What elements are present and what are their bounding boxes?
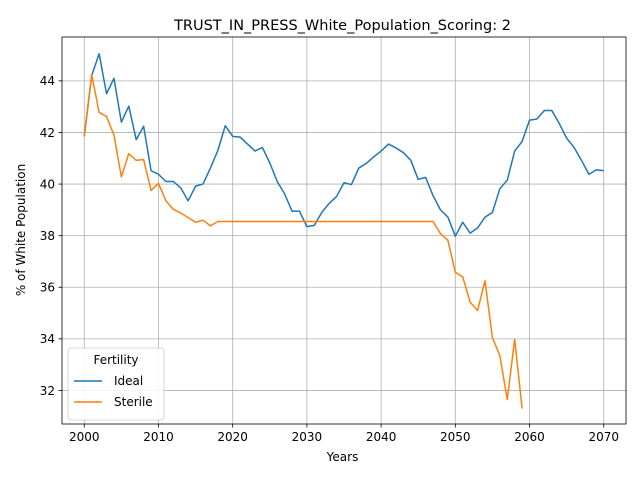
y-tick-label: 44 — [40, 74, 55, 88]
series-lines — [83, 53, 604, 409]
x-tick-label: 2020 — [217, 430, 248, 444]
y-tick-label: 34 — [40, 332, 55, 346]
x-tick-label: 2070 — [588, 430, 619, 444]
x-axis-label: Years — [326, 450, 359, 464]
y-tick-label: 32 — [40, 384, 55, 398]
series-line-ideal — [83, 53, 604, 237]
y-tick-label: 42 — [40, 126, 55, 140]
chart-title: TRUST_IN_PRESS_White_Population_Scoring:… — [173, 18, 511, 34]
y-tick-label: 36 — [40, 281, 55, 295]
legend: Fertility Ideal Sterile — [67, 347, 165, 421]
legend-title: Fertility — [93, 353, 138, 367]
legend-label-ideal: Ideal — [114, 374, 143, 388]
y-tick-label: 40 — [40, 177, 55, 191]
x-tick-label: 2030 — [292, 430, 323, 444]
x-tick-label: 2060 — [514, 430, 545, 444]
legend-label-sterile: Sterile — [114, 395, 153, 409]
x-tick-label: 2040 — [366, 430, 397, 444]
x-tick-label: 2010 — [143, 430, 174, 444]
plot-frame — [61, 36, 627, 425]
x-tick-label: 2000 — [69, 430, 100, 444]
x-tick-label: 2050 — [440, 430, 471, 444]
x-axis-ticks: 2000 2010 2020 2030 2040 2050 2060 2070 — [69, 424, 619, 444]
series-line-sterile — [83, 73, 523, 409]
y-axis-ticks: 32 34 36 38 40 42 44 — [40, 74, 62, 398]
y-axis-label: % of White Population — [14, 164, 28, 296]
y-tick-label: 38 — [40, 229, 55, 243]
